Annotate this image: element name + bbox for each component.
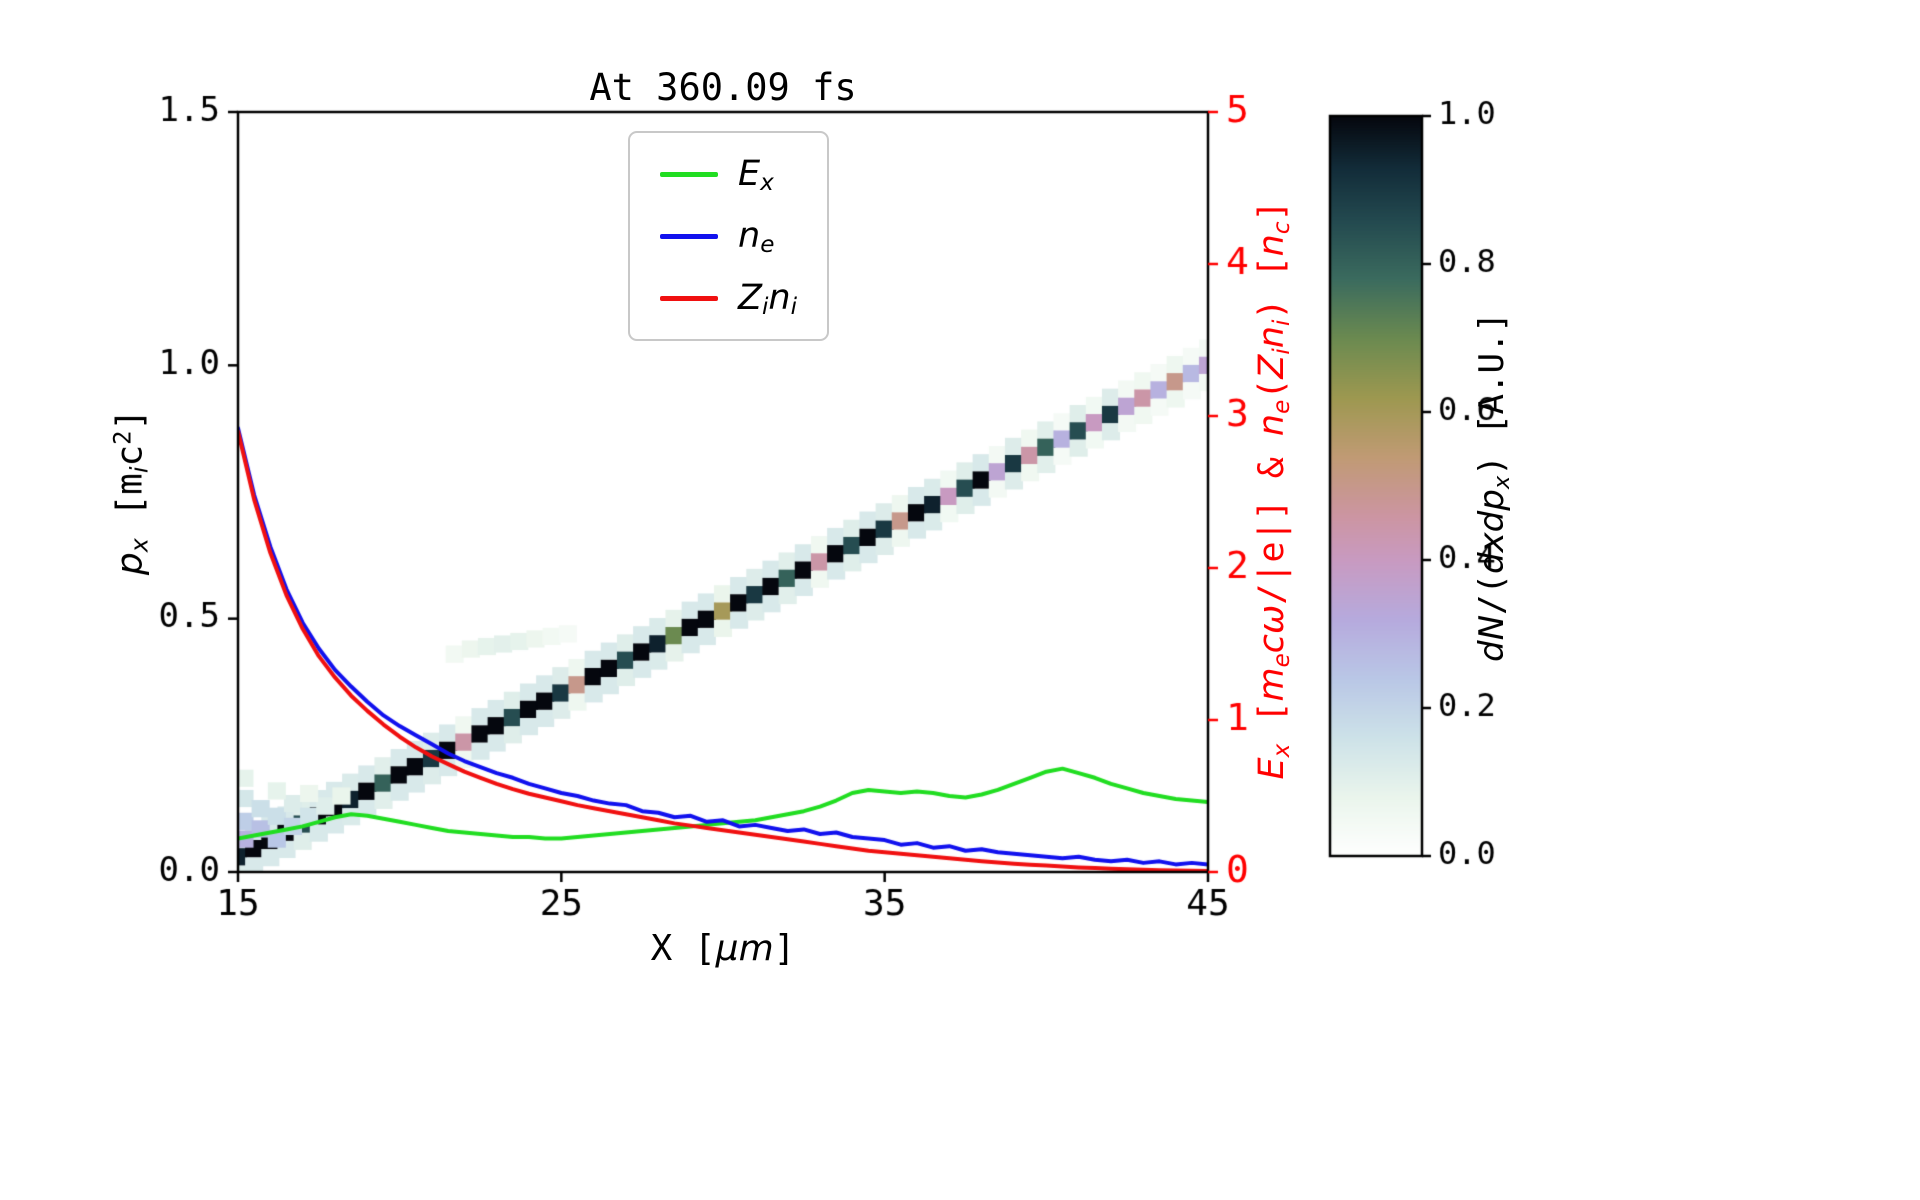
label-segment: n [1252, 326, 1292, 349]
label-segment: ( [1252, 378, 1292, 400]
label-segment: /( [1472, 573, 1512, 615]
label-segment: x [1268, 743, 1295, 758]
label-segment: E [738, 153, 761, 194]
y-axis-left-label: px [mic2] [108, 408, 154, 576]
label-segment: ) [ [1252, 256, 1292, 320]
label-segment: ] [1252, 200, 1292, 222]
legend: Ex ne Zini [628, 131, 830, 341]
label-segment: x [125, 538, 154, 553]
label-segment: e [1268, 399, 1295, 414]
label-segment: dxdp [1472, 489, 1512, 574]
legend-line-sample [660, 171, 718, 177]
label-segment: 2 [108, 430, 137, 445]
label-segment: x [1488, 475, 1515, 490]
label-segment: c [1268, 221, 1295, 235]
legend-item-Zini: Zini [660, 273, 797, 323]
label-segment: i [1268, 319, 1295, 327]
legend-label: ne [738, 215, 774, 257]
label-segment: μm [715, 928, 774, 969]
label-segment: X [ [650, 928, 716, 969]
label-segment: i [761, 294, 769, 321]
label-segment: c [109, 444, 151, 467]
label-segment: ] [109, 408, 151, 431]
label-segment: i [1268, 348, 1295, 355]
label-segment: dN [1472, 614, 1512, 662]
label-segment: x [760, 170, 774, 197]
label-segment: Z [738, 277, 762, 318]
legend-line-sample [660, 233, 718, 239]
label-segment: Z [1252, 354, 1292, 379]
label-segment: i [125, 466, 154, 474]
legend-line-sample [660, 295, 718, 301]
legend-label: Ex [738, 153, 774, 195]
label-segment: ) [A.U.] [1472, 312, 1512, 476]
label-segment: E [1252, 757, 1292, 780]
label-segment: p [109, 552, 151, 576]
label-segment: n [768, 277, 791, 318]
y-axis-right-label: Ex [mecω/|e|] & ne(Zini) [nc] [1252, 200, 1295, 780]
label-segment: e [760, 232, 775, 259]
colorbar-label: dN/(dxdpx) [A.U.] [1472, 312, 1515, 662]
label-segment: ω [1252, 604, 1292, 635]
label-segment: n [738, 215, 761, 256]
label-segment: m [1252, 667, 1292, 702]
label-segment: i [790, 294, 798, 321]
legend-item-ne: ne [660, 211, 797, 261]
label-segment: n [1252, 413, 1292, 437]
label-segment: [ [1252, 701, 1292, 744]
x-axis-label: X [μm] [238, 928, 1208, 969]
legend-item-Ex: Ex [660, 149, 797, 199]
chart-title: At 360.09 fs [589, 66, 857, 109]
label-segment: n [1252, 234, 1292, 257]
label-segment: [m [109, 473, 151, 539]
label-segment: ] [773, 928, 796, 969]
label-segment: /|e|] & [1252, 436, 1292, 605]
label-segment: e [1268, 653, 1295, 668]
legend-label: Zini [738, 277, 797, 319]
label-segment: c [1252, 634, 1292, 654]
